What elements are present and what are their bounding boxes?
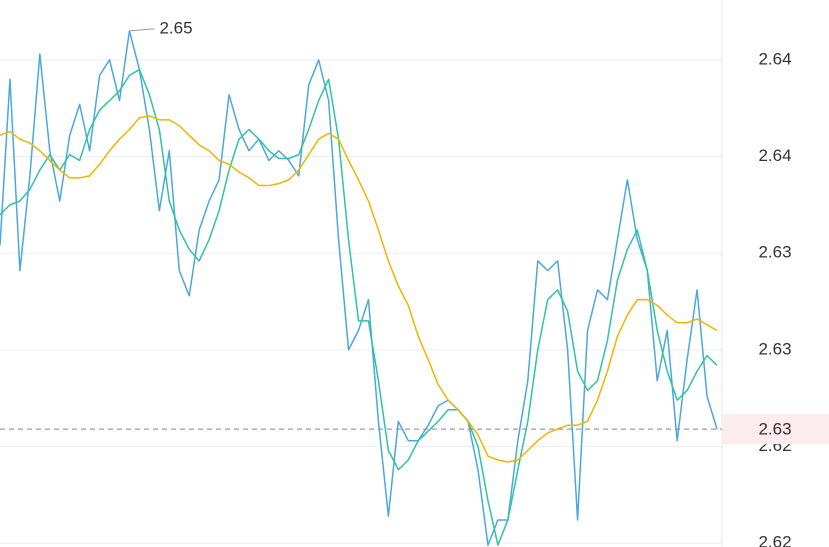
- y-tick-label: 2.64: [758, 49, 791, 68]
- max-label: 2.65: [159, 18, 192, 37]
- last-price-box: [722, 414, 829, 445]
- price-line: [0, 115, 718, 463]
- last-price-label: 2.63: [758, 420, 791, 439]
- price-line: [0, 68, 718, 546]
- price-line: [0, 30, 718, 546]
- y-tick-label: 2.63: [758, 243, 791, 262]
- y-tick-label: 2.63: [758, 339, 791, 358]
- y-tick-label: 2.62: [758, 533, 791, 547]
- y-tick-label: 2.64: [758, 146, 791, 165]
- max-marker: [129, 28, 155, 32]
